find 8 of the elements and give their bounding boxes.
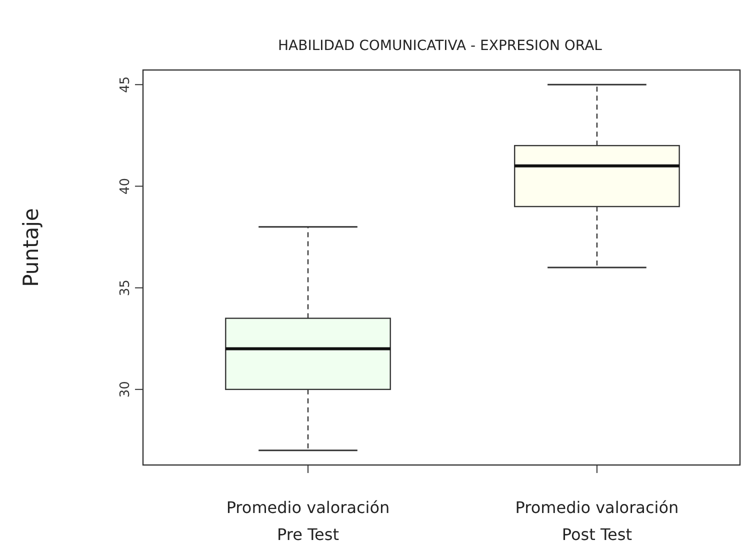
y-axis-title: Puntaje (19, 208, 43, 287)
y-tick-label: 30 (118, 381, 133, 398)
x-tick-label: Promedio valoración Post Test (515, 498, 679, 544)
y-tick-label: 35 (118, 280, 133, 296)
y-tick-label: 40 (118, 178, 133, 194)
y-tick-label: 45 (118, 76, 133, 93)
chart-title: HABILIDAD COMUNICATIVA - EXPRESION ORAL (278, 38, 602, 54)
x-tick-label: Promedio valoración Pre Test (226, 498, 390, 544)
